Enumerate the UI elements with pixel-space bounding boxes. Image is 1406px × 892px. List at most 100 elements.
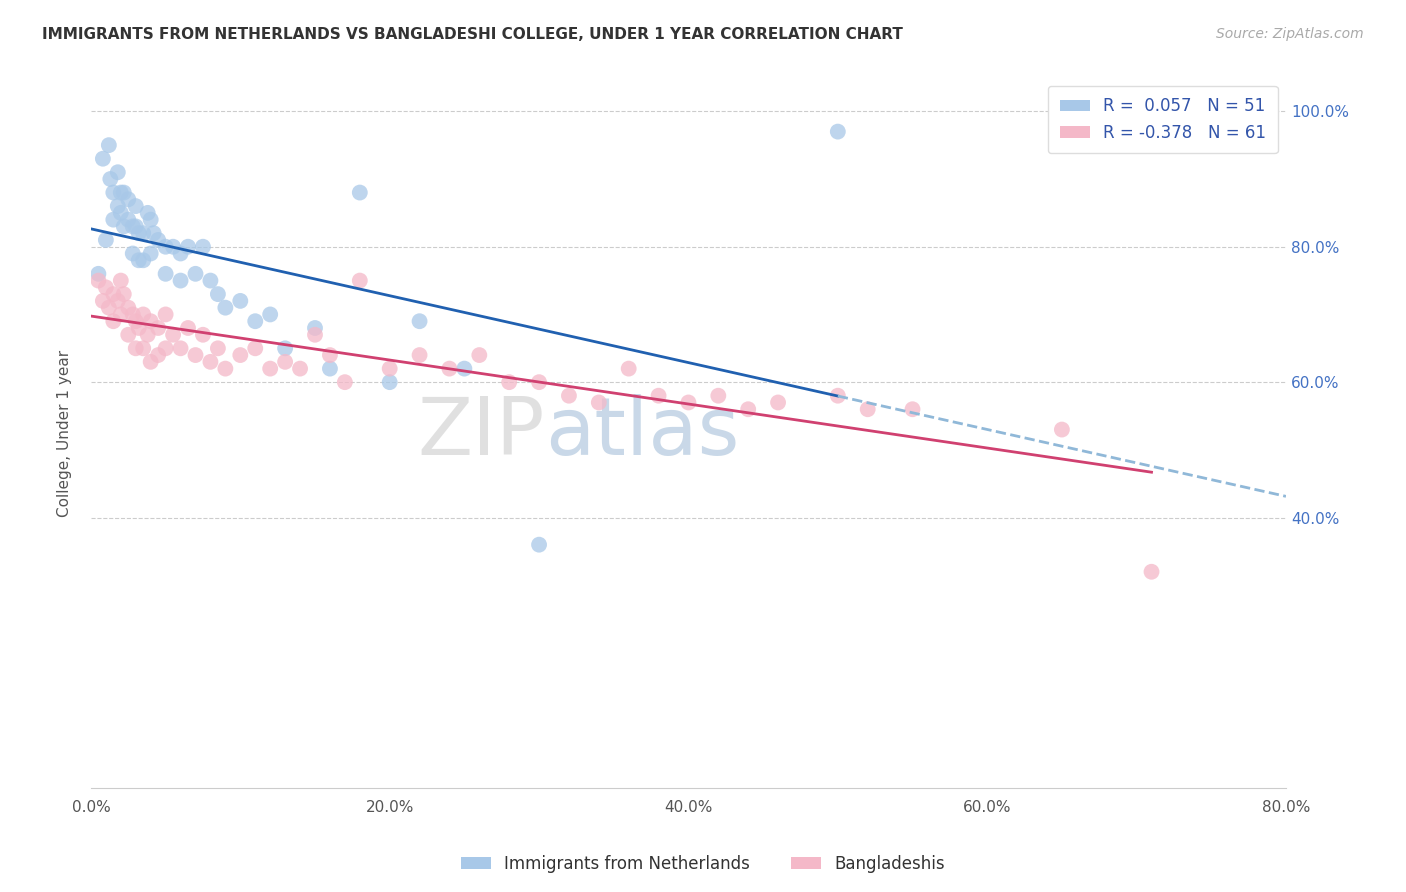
Point (110, 186, 132, 200)
Point (121, 246, 143, 260)
Point (191, 327, 214, 342)
Point (117, 327, 139, 342)
Point (229, 293, 252, 308)
Point (125, 314, 148, 328)
Point (94, 280, 117, 294)
Point (155, 308, 177, 322)
Point (125, 341, 148, 355)
Point (103, 212, 125, 227)
Text: Source: ZipAtlas.com: Source: ZipAtlas.com (1216, 27, 1364, 41)
Point (146, 233, 169, 247)
Point (378, 361, 401, 376)
Point (588, 395, 610, 409)
Point (155, 341, 177, 355)
Point (162, 327, 184, 342)
Point (200, 274, 222, 288)
Point (207, 341, 229, 355)
Point (155, 240, 177, 254)
Point (128, 321, 150, 335)
Point (901, 402, 924, 417)
Point (245, 314, 267, 328)
Point (349, 186, 371, 200)
Point (678, 395, 700, 409)
Point (139, 246, 162, 260)
Point (169, 274, 191, 288)
Point (139, 212, 162, 227)
Point (125, 219, 148, 234)
Point (97, 301, 120, 315)
Point (207, 287, 229, 301)
Point (647, 389, 669, 403)
Point (107, 199, 129, 213)
Point (128, 226, 150, 240)
Point (707, 389, 730, 403)
Point (94, 233, 117, 247)
Point (117, 301, 139, 315)
Point (498, 375, 520, 389)
Point (304, 327, 326, 342)
Point (229, 348, 252, 362)
Point (103, 287, 125, 301)
Point (169, 246, 191, 260)
Point (304, 321, 326, 335)
Point (439, 361, 461, 376)
Point (468, 348, 491, 362)
Point (349, 274, 371, 288)
Point (128, 253, 150, 268)
Point (378, 375, 401, 389)
Point (110, 308, 132, 322)
Point (112, 219, 135, 234)
Point (98, 172, 121, 186)
Point (408, 348, 430, 362)
Point (827, 125, 849, 139)
Legend: Immigrants from Netherlands, Bangladeshis: Immigrants from Netherlands, Bangladeshi… (454, 848, 952, 880)
Point (191, 240, 214, 254)
Point (97, 138, 120, 153)
Point (132, 253, 155, 268)
Point (214, 301, 236, 315)
Point (319, 361, 342, 376)
Point (103, 314, 125, 328)
Point (408, 314, 430, 328)
Point (139, 355, 162, 369)
Point (112, 287, 135, 301)
Y-axis label: College, Under 1 year: College, Under 1 year (58, 350, 72, 516)
Point (617, 361, 640, 376)
Point (737, 402, 759, 417)
Point (245, 341, 267, 355)
Point (146, 321, 169, 335)
Point (87, 274, 110, 288)
Point (169, 341, 191, 355)
Point (155, 267, 177, 281)
Point (132, 308, 155, 322)
Point (184, 348, 207, 362)
Point (132, 341, 155, 355)
Text: atlas: atlas (546, 394, 740, 472)
Point (527, 538, 550, 552)
Point (558, 389, 581, 403)
Point (274, 355, 297, 369)
Point (117, 192, 139, 206)
Point (142, 226, 165, 240)
Point (177, 240, 200, 254)
Point (288, 361, 311, 376)
Point (177, 321, 200, 335)
Text: ZIP: ZIP (418, 394, 546, 472)
Point (91, 152, 114, 166)
Point (184, 267, 207, 281)
Point (827, 389, 849, 403)
Point (1050, 423, 1073, 437)
Point (259, 308, 281, 322)
Point (107, 293, 129, 308)
Point (766, 395, 789, 409)
Point (110, 274, 132, 288)
Point (274, 341, 297, 355)
Point (139, 314, 162, 328)
Point (112, 186, 135, 200)
Legend: R =  0.057   N = 51, R = -0.378   N = 61: R = 0.057 N = 51, R = -0.378 N = 61 (1047, 86, 1278, 153)
Point (162, 240, 184, 254)
Point (121, 308, 143, 322)
Point (125, 199, 148, 213)
Point (453, 361, 475, 376)
Point (110, 206, 132, 220)
